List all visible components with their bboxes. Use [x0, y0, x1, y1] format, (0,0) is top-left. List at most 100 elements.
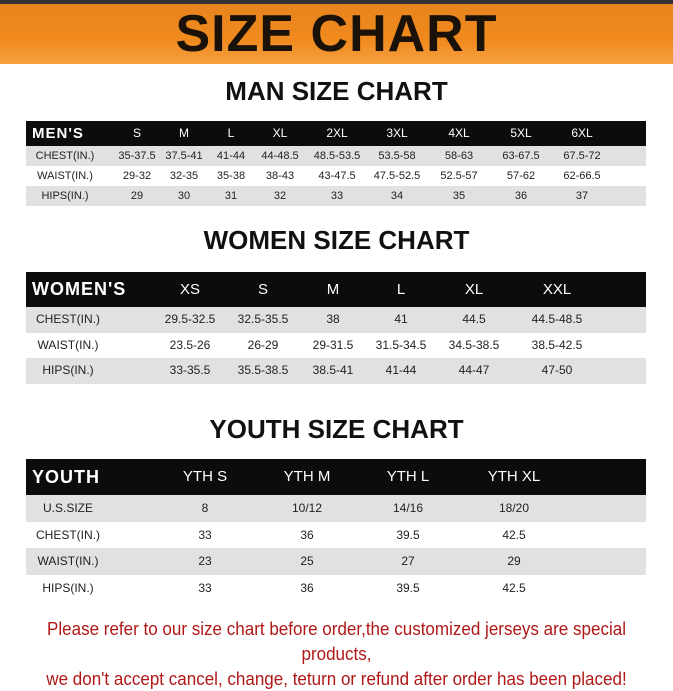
- size-header: YTH M: [283, 468, 331, 485]
- table-row: WAIST(IN.) 23 25 27 29: [26, 548, 646, 575]
- size-header: M: [179, 126, 189, 140]
- table-cell: 44.5-48.5: [531, 312, 583, 326]
- size-header: 2XL: [326, 126, 348, 140]
- table-row: CHEST(IN.) 35-37.5 37.5-41 41-44 44-48.5 48.5…: [26, 146, 646, 166]
- table-cell: 8: [201, 501, 209, 515]
- size-header: 4XL: [448, 126, 470, 140]
- table-row: HIPS(IN.) 29 30 31 32 33 34 35 36 37: [26, 186, 646, 206]
- row-label: WAIST(IN.): [37, 170, 93, 182]
- table-cell: 36: [300, 527, 314, 542]
- table-row: WAIST(IN.) 23.5-26 26-29 29-31.5 31.5-34.5 34…: [26, 333, 646, 359]
- table-row: HIPS(IN.) 33 36 39.5 42.5: [26, 575, 646, 602]
- table-cell: 26-29: [247, 337, 279, 352]
- table-cell: 29: [507, 554, 521, 568]
- table-cell: 34.5-38.5: [448, 337, 500, 352]
- row-label: WAIST(IN.): [37, 337, 99, 352]
- table-cell: 36: [514, 190, 528, 202]
- table-cell: 33: [198, 580, 212, 595]
- table-cell: 23.5-26: [169, 337, 211, 352]
- table-cell: 38.5-41: [312, 363, 354, 377]
- table-cell: 18/20: [498, 501, 530, 515]
- table-cell: 44.5: [462, 312, 486, 326]
- youth-size-table: YOUTH YTH S YTH M YTH L YTH XL U.S.SIZE 8 10/12…: [26, 459, 646, 601]
- size-header: 3XL: [386, 126, 408, 140]
- table-cell: 32.5-35.5: [237, 312, 289, 326]
- size-header: M: [326, 281, 340, 298]
- notice-line-2: we don't accept cancel, change, teturn o…: [46, 668, 627, 689]
- table-cell: 33: [198, 527, 212, 542]
- table-header: YOUTH YTH S YTH M YTH L YTH XL: [26, 459, 646, 495]
- table-cell: 47-50: [541, 363, 573, 377]
- header-label: YOUTH: [32, 467, 100, 487]
- women-chart-title: WOMEN SIZE CHART: [203, 225, 470, 255]
- size-header: 5XL: [510, 126, 532, 140]
- size-header: YTH S: [182, 468, 228, 485]
- table-cell: 38: [326, 312, 340, 326]
- table-row: HIPS(IN.) 33-35.5 35.5-38.5 38.5-41 41-44 44-…: [26, 358, 646, 384]
- women-size-table: WOMEN'S XS S M L XL XXL CHEST(IN.) 29.5-32.5 32.5…: [26, 272, 646, 384]
- table-cell: 32: [273, 190, 287, 202]
- table-cell: 35-37.5: [118, 150, 156, 162]
- table-cell: 36: [300, 580, 314, 595]
- table-cell: 41: [394, 312, 408, 326]
- row-label: WAIST(IN.): [37, 554, 99, 568]
- table-cell: 63-67.5: [502, 150, 540, 162]
- table-cell: 39.5: [396, 527, 420, 542]
- table-cell: 39.5: [396, 580, 420, 595]
- table-cell: 41-44: [216, 150, 246, 162]
- row-label: CHEST(IN.): [36, 527, 100, 542]
- size-header: S: [132, 126, 142, 140]
- table-cell: 31.5-34.5: [375, 337, 427, 352]
- table-cell: 29-32: [122, 170, 152, 182]
- row-label: HIPS(IN.): [41, 190, 89, 202]
- men-size-table: MEN'S S M L XL 2XL 3XL 4XL 5XL 6XL CHEST(IN.) 35-37…: [26, 121, 646, 206]
- size-header: XL: [464, 281, 484, 298]
- table-cell: 35: [452, 190, 466, 202]
- table-cell: 30: [177, 190, 191, 202]
- table-cell: 34: [390, 190, 404, 202]
- header-label: WOMEN'S: [32, 279, 127, 299]
- table-row: WAIST(IN.) 29-32 32-35 35-38 38-43 43-47.5 47.…: [26, 166, 646, 186]
- size-header: XXL: [542, 281, 572, 298]
- youth-chart-title: YOUTH SIZE CHART: [209, 414, 464, 444]
- table-cell: 29.5-32.5: [164, 312, 216, 326]
- notice-line-1: Please refer to our size chart before or…: [47, 618, 626, 664]
- table-cell: 33: [330, 190, 344, 202]
- table-cell: 43-47.5: [318, 170, 356, 182]
- table-cell: 29: [130, 190, 144, 202]
- table-cell: 33-35.5: [169, 363, 211, 377]
- size-header: XS: [179, 281, 201, 298]
- size-header: YTH XL: [487, 468, 541, 485]
- table-cell: 23: [198, 554, 212, 568]
- table-cell: 27: [401, 554, 415, 568]
- table-cell: 37: [575, 190, 589, 202]
- table-cell: 32-35: [169, 170, 199, 182]
- table-cell: 38-43: [265, 170, 295, 182]
- table-cell: 42.5: [502, 527, 526, 542]
- table-cell: 44-48.5: [261, 150, 299, 162]
- size-header: YTH L: [386, 468, 430, 485]
- table-cell: 25: [300, 554, 314, 568]
- table-cell: 29-31.5: [312, 337, 354, 352]
- row-label: HIPS(IN.): [42, 580, 94, 595]
- table-row: U.S.SIZE 8 10/12 14/16 18/20: [26, 495, 646, 522]
- row-label: CHEST(IN.): [35, 150, 95, 162]
- size-header: 6XL: [571, 126, 593, 140]
- table-header: WOMEN'S XS S M L XL XXL: [26, 272, 646, 307]
- table-cell: 41-44: [385, 363, 417, 377]
- table-cell: 31: [224, 190, 238, 202]
- size-header: L: [396, 281, 406, 298]
- table-cell: 47.5-52.5: [373, 170, 421, 182]
- row-label: HIPS(IN.): [42, 363, 94, 377]
- table-cell: 48.5-53.5: [313, 150, 361, 162]
- table-row: CHEST(IN.) 33 36 39.5 42.5: [26, 522, 646, 549]
- table-cell: 58-63: [444, 150, 474, 162]
- size-header: L: [227, 126, 235, 140]
- table-cell: 52.5-57: [440, 170, 478, 182]
- table-cell: 35.5-38.5: [237, 363, 289, 377]
- table-cell: 44-47: [458, 363, 490, 377]
- table-cell: 62-66.5: [563, 170, 601, 182]
- table-cell: 10/12: [291, 501, 323, 515]
- table-cell: 67.5-72: [563, 150, 601, 162]
- table-cell: 53.5-58: [378, 150, 416, 162]
